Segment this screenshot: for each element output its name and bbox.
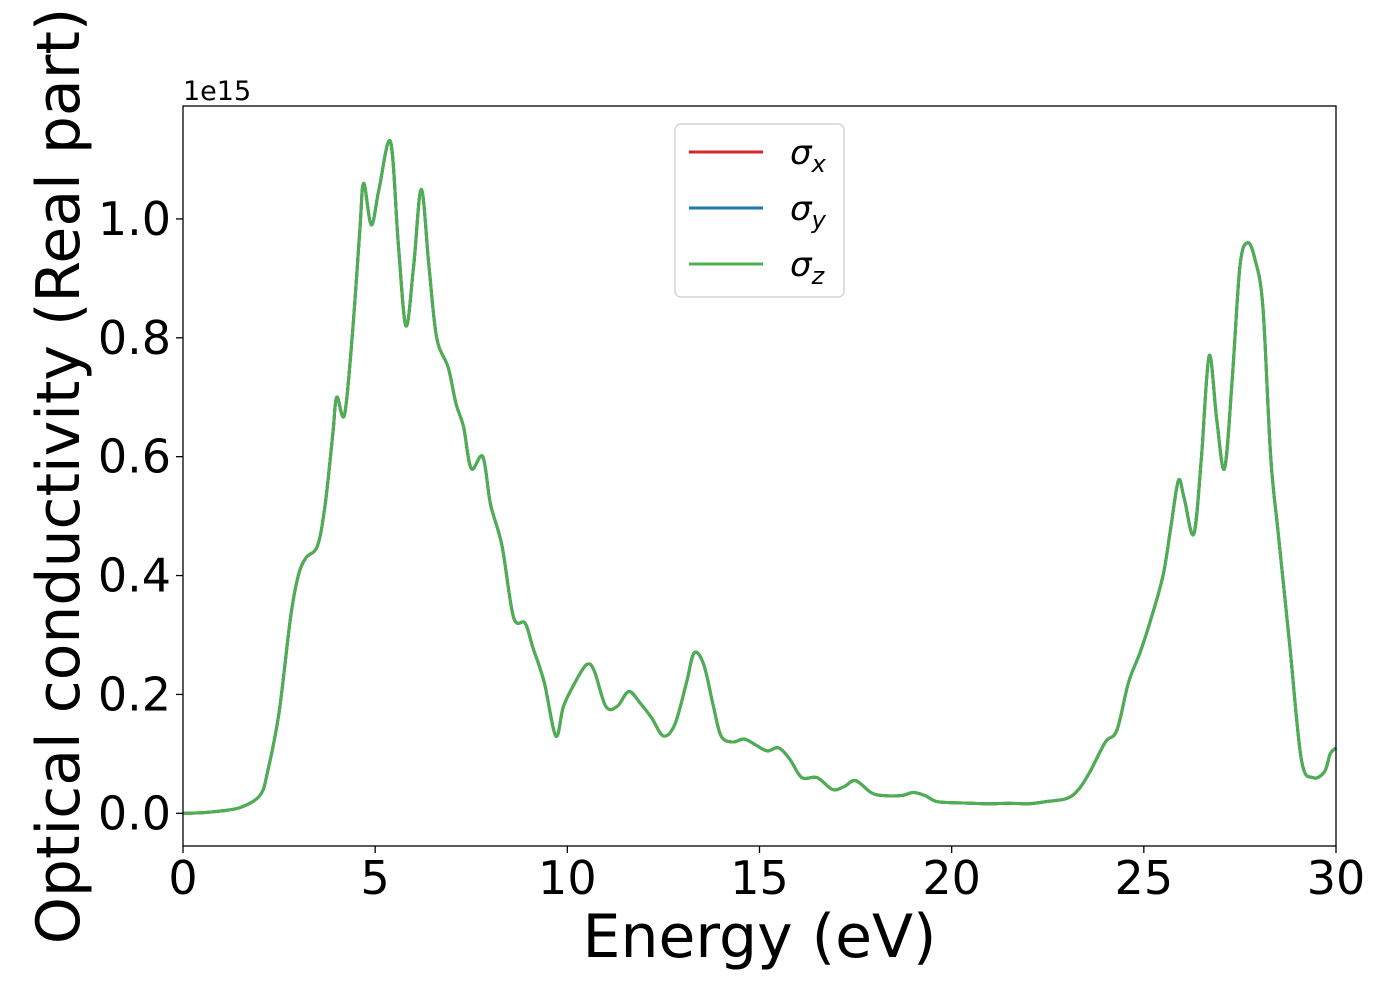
y-tick-label: 0.8: [98, 311, 171, 365]
x-tick-label: 30: [1307, 851, 1366, 905]
x-tick-label: 5: [361, 851, 390, 905]
x-tick-label: 15: [730, 851, 789, 905]
x-tick-label: 10: [538, 851, 597, 905]
y-tick-label: 1.0: [98, 192, 171, 246]
x-tick-label: 25: [1115, 851, 1174, 905]
series-line-z: [182, 139, 1338, 815]
y-axis-label: Optical conductivity (Real part): [24, 8, 94, 945]
series-layer: [182, 139, 1338, 815]
x-axis-ticks: 0 5 10 15 20 25 30: [168, 846, 1365, 905]
y-axis-ticks: 0.0 0.2 0.4 0.6 0.8 1.0: [98, 192, 183, 840]
x-tick-label: 20: [922, 851, 981, 905]
legend-frame: [674, 123, 845, 298]
x-axis-label: Energy (eV): [583, 902, 937, 972]
y-tick-label: 0.6: [98, 430, 171, 484]
y-tick-label: 0.4: [98, 549, 171, 603]
y-tick-label: 0.2: [98, 667, 171, 721]
y-tick-label: 0.0: [98, 786, 171, 840]
y-offset-label: 1e15: [183, 76, 251, 107]
x-tick-label: 0: [168, 851, 197, 905]
